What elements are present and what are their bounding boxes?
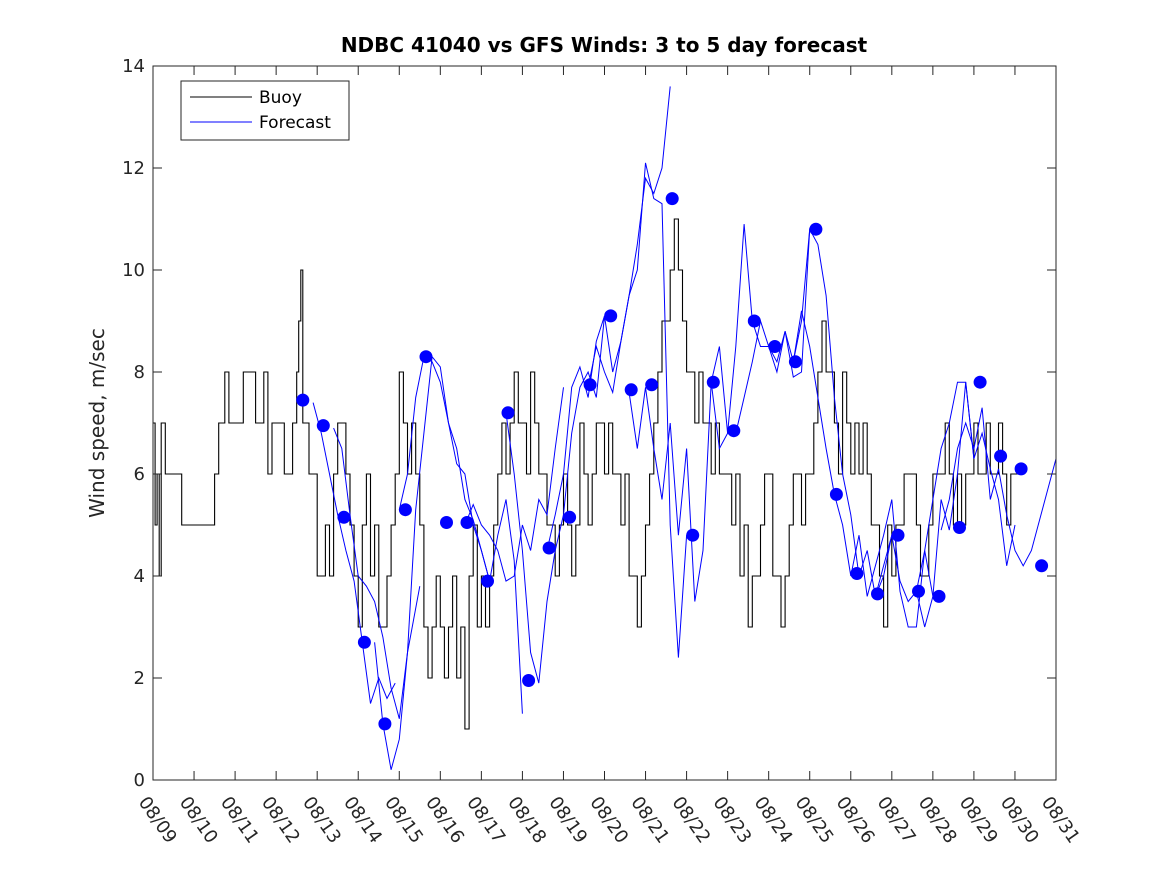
forecast-marker-33 [953, 521, 966, 534]
forecast-marker-2 [316, 419, 330, 433]
forecast-series-line-2 [312, 402, 396, 704]
forecast-marker-34 [973, 375, 987, 389]
forecast-marker-9 [460, 516, 474, 529]
chart-title: NDBC 41040 vs GFS Winds: 3 to 5 day fore… [341, 33, 868, 57]
forecast-series-line-7 [546, 86, 671, 551]
forecast-marker-6 [398, 503, 412, 517]
forecast-series-line-11 [735, 310, 835, 495]
forecast-marker-8 [440, 516, 453, 529]
y-tick-label: 2 [134, 668, 145, 689]
forecast-marker-7 [419, 350, 433, 364]
y-tick-label: 6 [134, 464, 145, 485]
forecast-marker-17 [624, 383, 638, 397]
forecast-marker-25 [788, 355, 802, 369]
forecast-marker-26 [809, 222, 823, 236]
forecast-marker-14 [563, 510, 577, 524]
y-axis: 0 2 4 6 8 10 12 14 [122, 56, 1056, 791]
forecast-marker-12 [522, 674, 536, 687]
y-tick-label: 8 [134, 362, 145, 383]
forecast-marker-19 [665, 192, 679, 206]
y-tick-label: 10 [122, 260, 145, 281]
forecast-marker-15 [583, 378, 597, 392]
marker-layer [296, 192, 1049, 731]
forecast-marker-10 [481, 574, 494, 588]
forecast-marker-24 [768, 340, 782, 353]
forecast-marker-30 [891, 528, 905, 542]
y-tick-label: 4 [134, 566, 145, 587]
forecast-marker-18 [645, 378, 659, 392]
forecast-marker-1 [296, 393, 310, 407]
forecast-marker-20 [686, 528, 700, 542]
y-tick-label: 14 [122, 56, 145, 77]
forecast-marker-32 [932, 589, 946, 603]
forecast-series-line-4 [398, 355, 523, 714]
forecast-series-line-5 [464, 387, 564, 582]
forecast-marker-22 [727, 424, 741, 438]
y-tick-label: 0 [134, 770, 145, 791]
forecast-marker-37 [1035, 559, 1049, 573]
forecast-marker-21 [706, 375, 720, 389]
forecast-series-line-8 [587, 162, 688, 658]
forecast-marker-16 [604, 309, 618, 323]
forecast-marker-31 [912, 584, 925, 598]
forecast-marker-35 [994, 449, 1008, 463]
buoy-series-line [153, 218, 1020, 730]
forecast-marker-27 [829, 487, 843, 501]
y-tick-label: 12 [122, 158, 145, 179]
legend-label-forecast: Forecast [259, 113, 331, 133]
forecast-marker-36 [1014, 462, 1028, 476]
forecast-marker-13 [542, 541, 556, 555]
legend: Buoy Forecast [180, 80, 350, 141]
legend-label-buoy: Buoy [259, 88, 302, 108]
forecast-marker-29 [871, 587, 884, 601]
series-layer [153, 86, 1056, 770]
forecast-series-line-16 [940, 407, 1056, 567]
forecast-series-line-1 [333, 427, 421, 719]
forecast-marker-3 [337, 510, 351, 524]
y-axis-label: Wind speed, m/sec [85, 328, 109, 518]
forecast-marker-23 [747, 314, 761, 328]
forecast-marker-4 [357, 635, 371, 649]
forecast-series-line-13 [833, 494, 934, 628]
forecast-series-line-6 [505, 315, 605, 684]
forecast-series-line-10 [710, 224, 811, 451]
forecast-marker-5 [378, 717, 392, 731]
forecast-marker-11 [501, 406, 515, 420]
forecast-marker-28 [850, 567, 864, 580]
legend-box [180, 80, 350, 141]
